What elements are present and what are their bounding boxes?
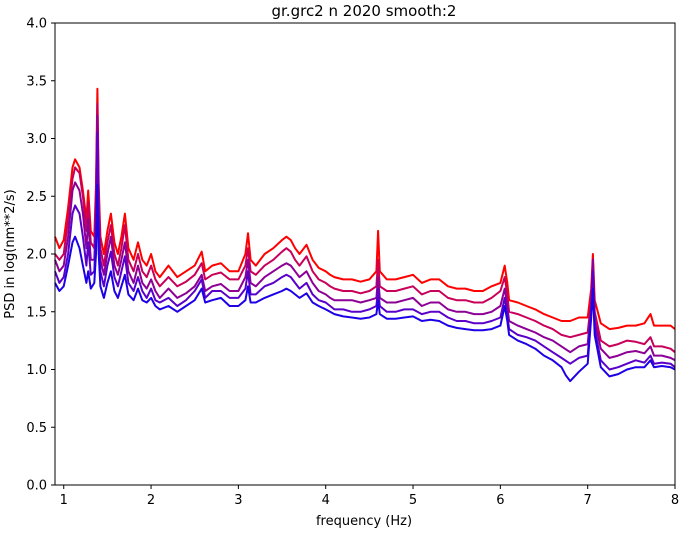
y-tick-label: 2.5	[26, 190, 47, 205]
series-line-4	[54, 131, 676, 371]
series-line-5	[54, 183, 676, 383]
x-ticks: 1 2 3 4 5 6 7 8	[60, 485, 679, 508]
series-line-1	[54, 87, 676, 331]
y-tick-label: 1.5	[26, 305, 47, 320]
series-line-2	[54, 102, 676, 353]
x-tick-label: 3	[234, 493, 242, 508]
x-tick-label: 6	[496, 493, 504, 508]
x-tick-label: 2	[147, 493, 155, 508]
x-axis-label: frequency (Hz)	[316, 514, 412, 529]
chart-title: gr.grc2 n 2020 smooth:2	[272, 2, 457, 20]
y-tick-label: 1.0	[26, 363, 47, 378]
y-tick-label: 3.0	[26, 132, 47, 147]
y-tick-label: 2.0	[26, 248, 47, 263]
y-tick-label: 0.0	[26, 479, 47, 494]
y-tick-label: 0.5	[26, 421, 47, 436]
series-line-3	[54, 114, 676, 362]
x-tick-label: 1	[60, 493, 68, 508]
y-ticks: 0.0 0.5 1.0 1.5 2.0 2.5 3.0 3.5 4.0	[26, 17, 55, 494]
y-tick-label: 4.0	[26, 17, 47, 32]
y-tick-label: 3.5	[26, 74, 47, 89]
plot-lines	[54, 87, 676, 383]
x-tick-label: 4	[322, 493, 330, 508]
x-tick-label: 7	[584, 493, 592, 508]
x-tick-label: 8	[671, 493, 679, 508]
y-axis-label: PSD in log(nm**2/s)	[3, 189, 18, 319]
x-tick-label: 5	[409, 493, 417, 508]
plot-frame	[54, 22, 676, 486]
